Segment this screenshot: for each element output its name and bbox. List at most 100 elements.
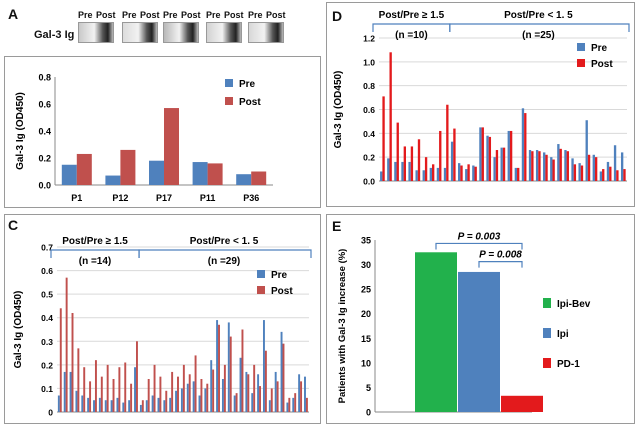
legend-label: Ipi-Bev	[557, 299, 591, 310]
y-axis-label: Gal-3 Ig (OD450)	[15, 92, 26, 170]
bar-pre	[128, 400, 131, 412]
bar-ipi-bev	[415, 252, 457, 412]
bar-post	[602, 169, 605, 181]
bar-pre	[192, 162, 208, 185]
bar-pre	[192, 381, 195, 412]
bar-pre	[443, 167, 447, 181]
bar-post	[382, 96, 385, 181]
bar-post	[417, 139, 421, 181]
bar-pre	[298, 374, 301, 412]
bar-post	[153, 364, 156, 412]
bar-post	[229, 336, 232, 412]
bar-post	[141, 400, 144, 412]
bar-pre	[528, 150, 532, 181]
bar-post	[517, 167, 520, 181]
bar-pre	[514, 167, 518, 181]
chart-e: 0 5 10 15 20 25 30 35 Patients with Gal-3 Ig inc…	[337, 231, 591, 417]
bar-pre	[105, 175, 121, 185]
bar-post	[112, 379, 115, 412]
bar-pre	[149, 160, 164, 185]
y-axis-label: Gal-3 Ig (OD450)	[13, 291, 24, 369]
bar-pre	[239, 357, 242, 412]
y-tick-label: 0.6	[363, 105, 375, 115]
y-tick-label: 0.2	[41, 360, 53, 370]
bar-pre	[557, 144, 560, 181]
bar-post	[439, 130, 442, 181]
y-tick-label: 35	[361, 236, 371, 246]
y-tick-label: 1.2	[363, 34, 375, 44]
bar-post	[120, 149, 136, 185]
legend-label-pre: Pre	[239, 79, 256, 90]
bar-pre	[175, 390, 178, 412]
panel-c: 0 0.1 0.2 0.3 0.4 0.5 0.6 0.7 Gal-3 Ig (OD450) Po…	[4, 214, 321, 424]
bar-pre	[380, 171, 383, 181]
bar-pre	[186, 383, 189, 412]
bar-pre	[292, 397, 295, 412]
bar-post	[270, 388, 273, 412]
bar-pre	[157, 397, 160, 412]
bar-pre	[394, 161, 397, 181]
bar-pre	[245, 371, 248, 412]
blot-pre-label: Pre	[78, 10, 93, 20]
legend-swatch	[543, 328, 551, 338]
bar-post	[616, 170, 619, 181]
blot-post-label: Post	[140, 10, 160, 20]
bar-post	[566, 151, 569, 181]
bar-post	[396, 122, 399, 181]
bar-pre	[408, 161, 411, 181]
bar-pre	[304, 376, 306, 412]
y-tick-label: 0.3	[41, 337, 53, 347]
bar-post	[305, 397, 308, 412]
bar-post	[218, 324, 220, 412]
bar-pre	[75, 390, 78, 412]
bar-post	[65, 277, 68, 412]
bar-pre	[486, 135, 489, 181]
bar-pre	[500, 147, 503, 181]
bar-post	[524, 113, 527, 181]
panel-d: 0.0 0.2 0.4 0.6 0.8 1.0 1.2 Gal-3 Ig (OD450) Pos…	[326, 2, 635, 207]
legend-swatch	[543, 358, 551, 368]
y-tick-label: 0.8	[38, 73, 51, 83]
group-count: (n =14)	[79, 256, 112, 267]
bar-post	[531, 151, 534, 181]
bar-post	[587, 154, 591, 181]
y-tick-label: 20	[361, 309, 371, 319]
bar-pre	[122, 402, 125, 412]
significance-bracket	[478, 261, 523, 268]
bar-pre	[458, 163, 461, 181]
y-tick-label: 0.8	[363, 81, 375, 91]
bar-pre	[198, 395, 201, 412]
bar-post	[467, 164, 470, 181]
bar-post	[177, 376, 179, 412]
bar-pre	[233, 395, 236, 412]
western-blot-image	[248, 22, 284, 43]
legend-swatch-post	[257, 286, 265, 294]
bar-post	[300, 381, 303, 412]
bar-post	[182, 364, 185, 412]
bar-pre	[543, 152, 546, 181]
bar-post	[552, 159, 555, 181]
bar-post	[460, 165, 463, 181]
bar-pre	[134, 367, 136, 412]
bar-post	[432, 164, 435, 181]
legend-label-post: Post	[239, 97, 261, 108]
bar-post	[264, 350, 267, 412]
bar-post	[623, 169, 626, 181]
group-count: (n =29)	[208, 256, 241, 267]
bar-pre	[139, 404, 142, 412]
legend-swatch-post	[577, 59, 585, 67]
bar-post	[488, 136, 492, 181]
legend-label-post: Post	[271, 286, 293, 297]
panel-label-c: C	[8, 217, 19, 233]
bar-pre	[63, 371, 66, 412]
legend-label-post: Post	[591, 59, 613, 70]
y-tick-label: 15	[361, 334, 371, 344]
bar-pre	[521, 108, 525, 181]
bar-pre	[415, 170, 418, 181]
bar-pre	[163, 400, 166, 412]
y-tick-label: 25	[361, 285, 371, 295]
bar-post	[71, 313, 74, 412]
y-tick-label: 0.6	[38, 100, 51, 110]
bar-post	[207, 163, 223, 185]
bar-post	[118, 367, 121, 412]
